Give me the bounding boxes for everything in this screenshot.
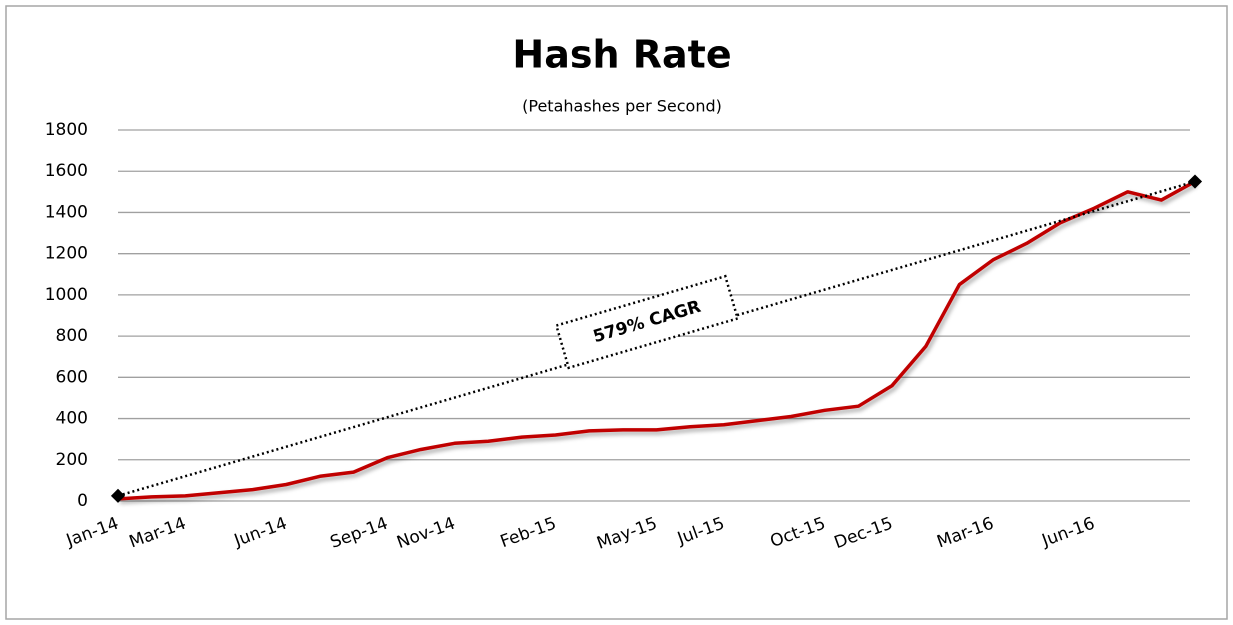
y-tick-label: 1000	[45, 285, 88, 305]
annotation-box	[554, 274, 740, 370]
trend-marker	[110, 488, 126, 503]
y-tick-label: 0	[77, 491, 88, 511]
y-tick-label: 600	[56, 367, 88, 387]
y-tick-label: 200	[56, 450, 88, 470]
y-tick-label: 1600	[45, 161, 88, 181]
chart-title: Hash Rate	[512, 33, 731, 77]
y-tick-label: 1400	[45, 202, 88, 222]
chart-subtitle: (Petahashes per Second)	[522, 97, 722, 116]
y-tick-label: 400	[56, 409, 88, 429]
y-tick-label: 1200	[45, 244, 88, 264]
y-tick-label: 800	[56, 326, 88, 346]
y-tick-label: 1800	[45, 120, 88, 140]
trend-marker	[1187, 174, 1203, 189]
data-line	[117, 179, 1196, 501]
